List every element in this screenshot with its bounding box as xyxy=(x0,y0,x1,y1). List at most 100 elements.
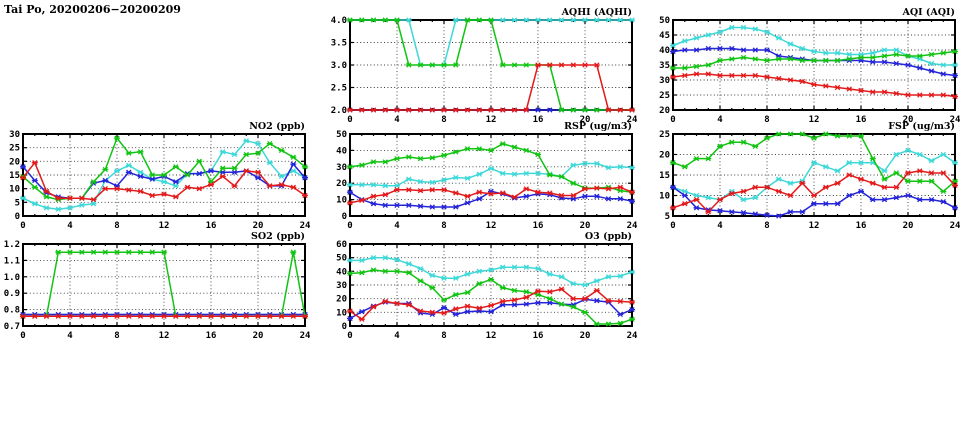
series-line-cyan xyxy=(672,26,955,66)
x-tick-label: 24 xyxy=(300,221,311,231)
chart-title-aqhi: AQHI (AQHI) xyxy=(561,7,632,18)
y-tick-label: 0 xyxy=(342,322,347,332)
x-tick-label: 12 xyxy=(486,221,497,231)
series-line-red xyxy=(349,288,633,320)
aqhi-plot: 2.0 2.5 3.0 3.5 4.0 0 4 8 12 16 20 24 xyxy=(331,16,638,125)
y-tick-label: 10 xyxy=(336,196,347,206)
y-tick-label: 3.0 xyxy=(331,61,347,71)
y-tick-label: 20 xyxy=(659,106,670,116)
x-tick-label: 12 xyxy=(486,115,497,125)
x-tick-label: 8 xyxy=(441,221,446,231)
series-markers-red xyxy=(347,62,635,113)
series-markers-red xyxy=(20,313,308,319)
x-tick-label: 12 xyxy=(159,331,170,341)
x-tick-label: 4 xyxy=(67,221,73,231)
y-tick-label: 0.8 xyxy=(4,306,20,316)
plot-border xyxy=(22,133,306,217)
y-tick-label: 50 xyxy=(336,130,347,140)
y-tick-label: 35 xyxy=(659,61,670,71)
chart-o3: O3 (ppb) 0 10 20 30 40 50 60 0 4 8 12 16 20 24 xyxy=(330,231,644,342)
y-tick-label: 40 xyxy=(659,46,670,56)
y-tick-label: 30 xyxy=(659,76,670,86)
series-line-red xyxy=(349,186,633,204)
y-tick-label: 0 xyxy=(342,212,347,222)
x-tick-label: 0 xyxy=(20,221,25,231)
y-tick-label: 30 xyxy=(9,130,20,140)
y-tick-label: 10 xyxy=(9,185,20,195)
series-markers-green xyxy=(670,131,958,195)
y-tick-label: 2.0 xyxy=(331,106,347,116)
plot-border xyxy=(349,243,633,327)
x-tick-label: 4 xyxy=(394,331,400,341)
x-tick-label: 0 xyxy=(347,115,352,125)
chart-title-fsp: FSP (ug/m3) xyxy=(888,121,955,132)
y-tick-label: 4.0 xyxy=(331,16,347,26)
x-tick-label: 8 xyxy=(114,221,119,231)
y-tick-label: 20 xyxy=(336,295,347,305)
x-tick-label: 4 xyxy=(394,115,400,125)
series-markers-red xyxy=(347,184,635,206)
y-tick-label: 20 xyxy=(659,151,670,161)
rsp-plot: 0 10 20 30 40 50 0 4 8 12 16 20 24 xyxy=(336,130,638,231)
o3-plot: 0 10 20 30 40 50 60 0 4 8 12 16 20 24 xyxy=(336,240,638,341)
x-tick-label: 16 xyxy=(533,331,544,341)
y-tick-label: 40 xyxy=(336,267,347,277)
x-tick-label: 16 xyxy=(206,331,217,341)
plot-border xyxy=(22,243,306,327)
x-tick-label: 0 xyxy=(670,221,675,231)
x-tick-label: 24 xyxy=(627,115,638,125)
x-tick-label: 8 xyxy=(441,331,446,341)
y-tick-label: 40 xyxy=(336,146,347,156)
series-markers-blue xyxy=(670,184,958,219)
x-tick-label: 16 xyxy=(856,221,867,231)
series-markers-cyan xyxy=(670,24,958,68)
x-tick-label: 24 xyxy=(627,331,638,341)
so2-plot: 0.7 0.8 0.9 1.0 1.1 1.2 0 4 8 12 16 20 24 xyxy=(4,240,311,341)
y-tick-label: 25 xyxy=(659,91,670,101)
chart-fsp: FSP (ug/m3) 5 10 15 20 25 0 4 8 12 16 20 24 xyxy=(653,121,967,232)
x-tick-label: 4 xyxy=(717,221,723,231)
chart-title-aqi: AQI (AQI) xyxy=(902,7,955,18)
x-tick-label: 20 xyxy=(580,331,591,341)
y-tick-label: 0 xyxy=(15,212,20,222)
y-tick-label: 1.2 xyxy=(4,240,20,250)
series-markers-green xyxy=(347,267,635,327)
x-tick-label: 24 xyxy=(950,221,961,231)
x-tick-label: 8 xyxy=(441,115,446,125)
y-tick-label: 1.1 xyxy=(4,256,20,266)
chart-aqi: AQI (AQI) 20 25 30 35 40 45 50 0 4 8 12 16 20 24 xyxy=(653,7,967,126)
x-tick-label: 20 xyxy=(903,221,914,231)
x-tick-label: 8 xyxy=(764,115,769,125)
x-tick-label: 20 xyxy=(580,115,591,125)
chart-rsp: RSP (ug/m3) 0 10 20 30 40 50 0 4 8 12 16 20 24 xyxy=(330,121,644,232)
x-tick-label: 12 xyxy=(809,115,820,125)
x-tick-label: 0 xyxy=(20,331,25,341)
series-markers-red xyxy=(670,168,958,215)
x-tick-label: 20 xyxy=(580,221,591,231)
x-tick-label: 16 xyxy=(533,115,544,125)
no2-plot: 0 5 10 15 20 25 30 0 4 8 12 16 20 24 xyxy=(9,130,311,231)
x-tick-label: 16 xyxy=(856,115,867,125)
y-tick-label: 25 xyxy=(9,144,20,154)
y-tick-label: 0.9 xyxy=(4,289,20,299)
x-tick-label: 0 xyxy=(670,115,675,125)
x-tick-label: 4 xyxy=(67,331,73,341)
y-tick-label: 3.5 xyxy=(331,39,347,49)
y-tick-label: 50 xyxy=(336,254,347,264)
plot-border xyxy=(349,133,633,217)
y-tick-label: 15 xyxy=(659,171,670,181)
y-tick-label: 45 xyxy=(659,31,670,41)
plot-border xyxy=(672,133,956,217)
y-tick-label: 60 xyxy=(336,240,347,250)
x-tick-label: 12 xyxy=(809,221,820,231)
chart-so2: SO2 (ppb) 0.7 0.8 0.9 1.0 1.1 1.2 0 4 8 12 16 20 24 xyxy=(3,231,317,342)
chart-title-o3: O3 (ppb) xyxy=(584,231,632,242)
y-tick-label: 1.0 xyxy=(4,273,20,283)
y-tick-label: 5 xyxy=(15,198,20,208)
fsp-plot: 5 10 15 20 25 0 4 8 12 16 20 24 xyxy=(659,130,961,231)
series-line-blue xyxy=(672,186,956,217)
y-tick-label: 5 xyxy=(665,212,670,222)
y-tick-label: 0.7 xyxy=(4,322,20,332)
series-markers-green xyxy=(347,141,635,195)
